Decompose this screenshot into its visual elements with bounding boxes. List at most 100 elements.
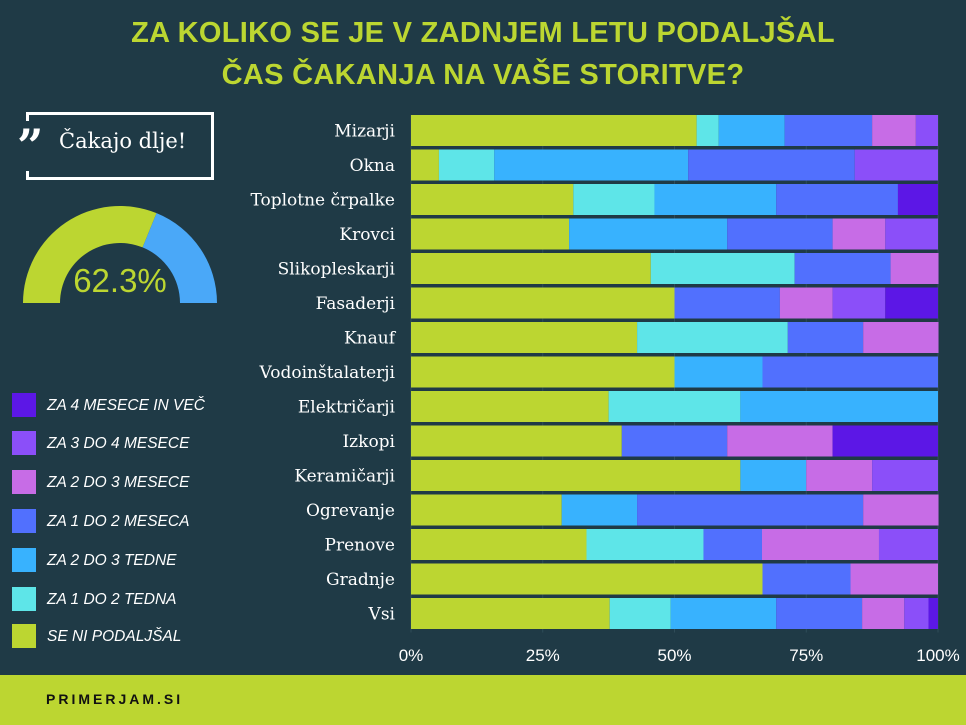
stacked-bar-chart: 0% 25% 50% 75% 100% Mizarji Okna Toplotne črpal…: [250, 115, 960, 665]
category-label: Toplotne črpalke: [250, 191, 395, 211]
category-label: Gradnje: [326, 570, 395, 590]
legend-label: ZA 3 DO 4 MESECE: [47, 435, 190, 452]
bar-segment: [727, 218, 833, 250]
legend-label: ZA 1 DO 2 MESECA: [47, 513, 190, 530]
bar-segment: [411, 149, 439, 181]
legend-swatch: [12, 509, 36, 533]
bar-segment: [762, 356, 938, 388]
bar-segment: [650, 253, 795, 284]
bar-segment: [688, 149, 855, 181]
bar-segment: [411, 563, 763, 595]
legend-swatch: [12, 431, 36, 455]
title-line-2: ČAS ČAKANJA NA VAŠE STORITVE?: [221, 59, 745, 91]
bar-segment: [885, 218, 938, 250]
x-tick-label: 25%: [526, 646, 560, 665]
category-label: Ogrevanje: [306, 501, 395, 521]
bar-segment: [411, 494, 562, 526]
bar-segment: [670, 598, 777, 629]
bar-segment: [411, 115, 697, 146]
title-line-1: ZA KOLIKO SE JE V ZADNJEM LETU PODALJŠAL: [131, 17, 835, 49]
category-label: Slikopleskarji: [278, 260, 396, 280]
bar-segment: [740, 391, 938, 422]
bar-segment: [637, 322, 788, 353]
bar-segment: [411, 356, 675, 388]
bar-segment: [832, 425, 938, 457]
legend-item: ZA 2 DO 3 MESECE: [12, 470, 242, 496]
bar-segment: [761, 529, 879, 560]
bar-segment: [637, 494, 864, 526]
footer-brand: PRIMERJAM.SI: [46, 691, 184, 707]
x-tick-label: 100%: [916, 646, 959, 665]
legend-swatch: [12, 548, 36, 572]
bar-segment: [776, 598, 863, 629]
category-label: Okna: [350, 156, 395, 176]
bar-segment: [915, 115, 938, 146]
x-tick-label: 0%: [399, 646, 424, 665]
legend-label: ZA 4 MESECE IN VEČ: [47, 397, 205, 414]
bar-segment: [411, 253, 651, 284]
legend-label: ZA 1 DO 2 TEDNA: [47, 591, 177, 608]
legend-swatch: [12, 587, 36, 611]
bar-segment: [897, 184, 938, 215]
page-title: ZA KOLIKO SE JE V ZADNJEM LETU PODALJŠAL…: [0, 12, 966, 96]
category-label: Vsi: [368, 605, 396, 625]
bar-segment: [703, 529, 762, 560]
bar-segment: [411, 529, 587, 560]
bar-segment: [850, 563, 938, 595]
bar-segment: [609, 598, 671, 629]
gauge: [23, 205, 217, 303]
bar-segment: [608, 391, 741, 422]
gauge-fill: [23, 205, 157, 303]
legend-item: ZA 1 DO 2 TEDNA: [12, 587, 242, 613]
legend-swatch: [12, 624, 36, 648]
legend-item: ZA 4 MESECE IN VEČ: [12, 393, 242, 419]
bar-segment: [776, 184, 898, 215]
footer: PRIMERJAM.SI: [0, 675, 966, 725]
bar-segment: [411, 218, 570, 250]
category-label: Električarji: [298, 398, 396, 418]
legend-item: SE NI PODALJŠAL: [12, 624, 242, 650]
bar-segment: [794, 253, 891, 284]
bar-segment: [674, 356, 763, 388]
category-label: Prenove: [325, 536, 395, 556]
legend-label: SE NI PODALJŠAL: [47, 628, 182, 645]
category-label: Mizarji: [334, 122, 395, 142]
bar-segment: [696, 115, 719, 146]
bar-segment: [411, 322, 638, 353]
bar-segment: [863, 494, 939, 526]
bar-segment: [411, 425, 622, 457]
legend-label: ZA 2 DO 3 TEDNE: [47, 552, 177, 569]
category-label: Knauf: [344, 329, 397, 349]
quote-box: ” Čakajo dlje!: [13, 112, 214, 180]
bar-segment: [654, 184, 777, 215]
bar-segment: [890, 253, 939, 284]
bar-segment: [863, 322, 939, 353]
bar-segment: [832, 287, 886, 319]
bar-segment: [904, 598, 929, 629]
legend-label: ZA 2 DO 3 MESECE: [47, 474, 190, 491]
category-label: Keramičarji: [294, 467, 395, 487]
bar-segment: [727, 425, 833, 457]
x-tick-label: 75%: [789, 646, 823, 665]
category-label: Krovci: [339, 225, 395, 245]
bar-segment: [411, 598, 610, 629]
bar-segment: [586, 529, 704, 560]
bar-segment: [569, 218, 728, 250]
bar-segment: [872, 115, 916, 146]
bar-segment: [411, 391, 609, 422]
bar-segment: [621, 425, 728, 457]
bar-segment: [438, 149, 495, 181]
bar-segment: [832, 218, 886, 250]
x-tick-label: 50%: [657, 646, 691, 665]
bar-segment: [784, 115, 873, 146]
gauge-remainder: [142, 213, 217, 303]
quote-text: Čakajo dlje!: [59, 129, 187, 153]
bar-segment: [872, 460, 938, 491]
bar-segment: [573, 184, 655, 215]
bar-segment: [411, 287, 675, 319]
legend-item: ZA 2 DO 3 TEDNE: [12, 548, 242, 574]
bar-segment: [885, 287, 938, 319]
bar-segment: [740, 460, 807, 491]
bar-segment: [411, 460, 741, 491]
bar-segment: [787, 322, 864, 353]
